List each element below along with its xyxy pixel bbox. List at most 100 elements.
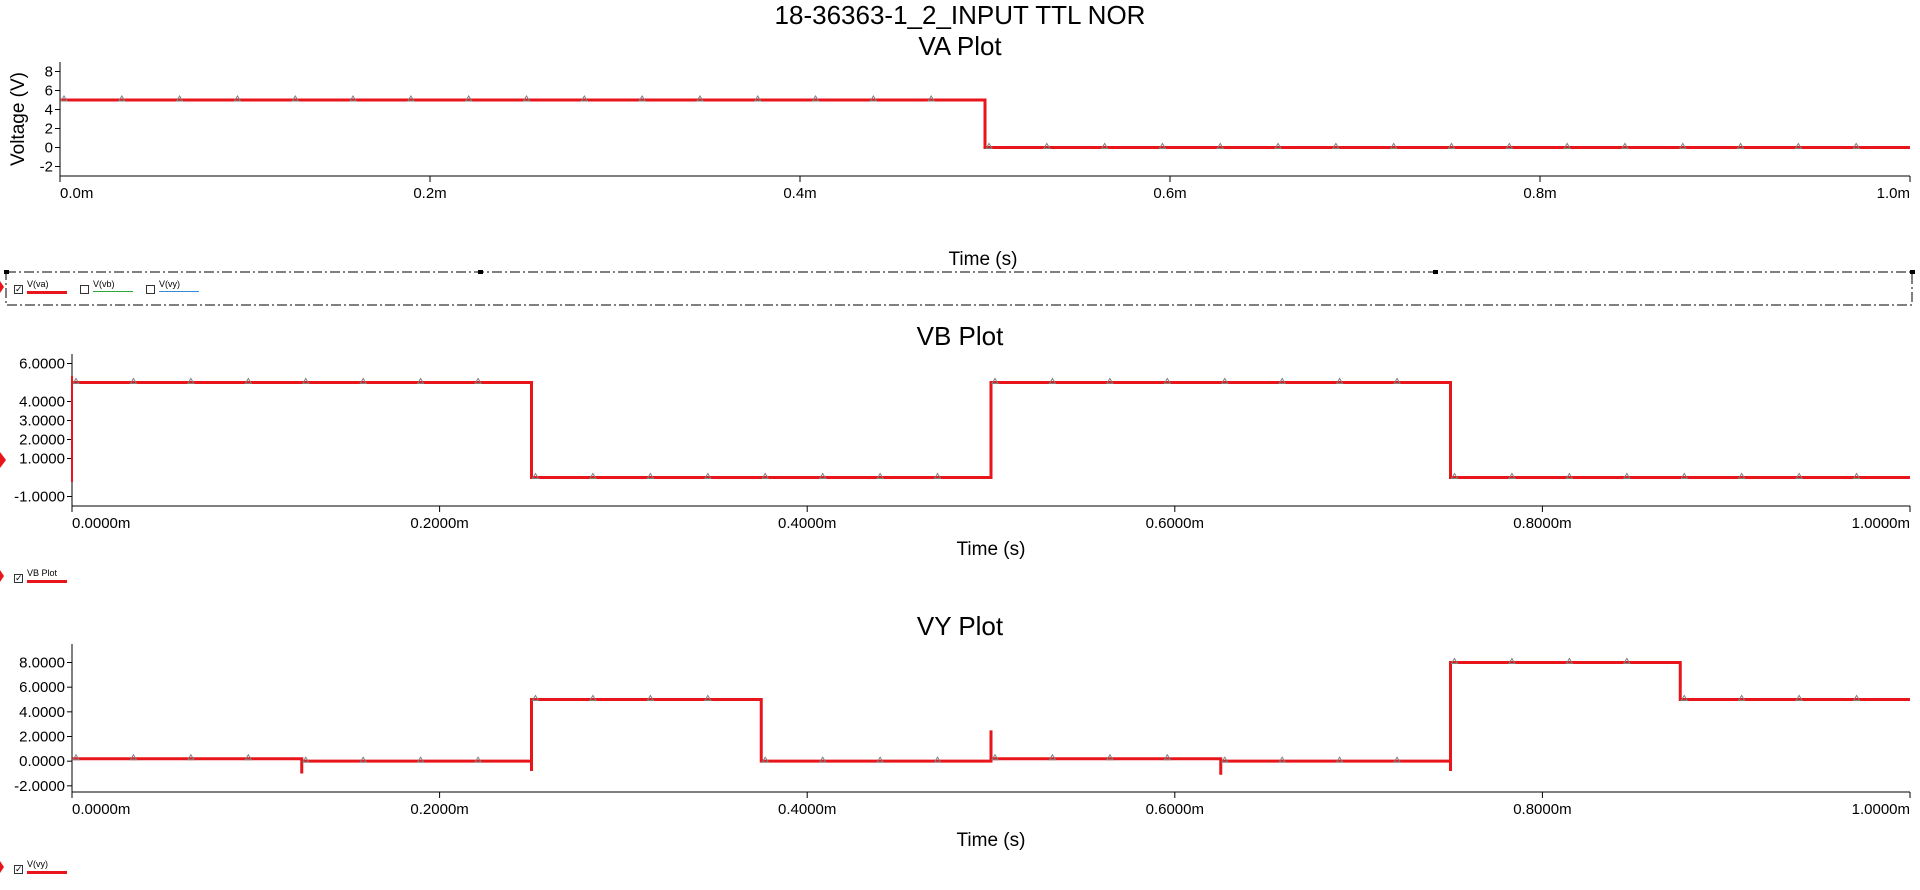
va-data-marker [291, 95, 300, 102]
va-data-marker [1042, 142, 1051, 149]
cursor-marker-icon [0, 281, 4, 293]
vb-data-marker [1450, 472, 1459, 479]
va-x-tick-label: 0.2m [413, 185, 446, 202]
vb-x-label: Time (s) [957, 539, 1026, 560]
vy-data-marker [1508, 657, 1516, 664]
va-x-tick-label: 0.0m [60, 185, 93, 202]
vy-data-marker [1852, 694, 1861, 701]
va-plot: VA Plot -2 0 2 4 6 8 0.0m 0.2m 0.4m 0.6m 0.8m 1.0m Ti… [8, 31, 1911, 270]
vb-y-tick-label: 3.0000 [19, 413, 65, 430]
vb-data-marker [933, 472, 942, 479]
vy-series-line [72, 661, 1910, 775]
resize-handle [1910, 270, 1915, 274]
va-data-marker [1678, 142, 1687, 149]
va-y-tick-label: 8 [45, 64, 53, 81]
vy-data-marker [1622, 657, 1631, 664]
legend-item-v-vy-[interactable]: V(vy) [146, 279, 206, 297]
legend-swatch [27, 291, 67, 294]
va-y-tick-label: 4 [45, 102, 53, 119]
vy-data-marker [589, 694, 597, 701]
vb-title: VB Plot [917, 321, 1004, 351]
va-data-marker [927, 95, 936, 102]
va-x-tick-label: 0.8m [1523, 185, 1556, 202]
va-data-marker [175, 95, 184, 102]
vy-x-tick-label: 1.0000m [1852, 801, 1910, 818]
va-y-tick-label: -2 [40, 159, 53, 176]
vb-data-marker [1163, 377, 1172, 384]
cursor-marker-icon [0, 570, 4, 582]
vy-data-marker [818, 756, 827, 763]
va-data-marker [1100, 142, 1109, 149]
cursor-marker-icon [0, 452, 6, 468]
va-x-label: Time (s) [949, 249, 1018, 270]
vb-data-marker [1737, 472, 1746, 479]
legend-label: V(vy) [159, 279, 180, 289]
vb-data-marker [359, 377, 368, 384]
va-data-marker [638, 95, 647, 102]
va-data-marker [869, 95, 878, 102]
vb-data-marker [1565, 472, 1574, 479]
legend-swatch [27, 580, 67, 583]
va-title: VA Plot [918, 31, 1002, 61]
va-data-marker [1331, 142, 1340, 149]
va-data-marker [985, 142, 993, 149]
va-data-marker [1736, 142, 1745, 149]
va-data-marker [522, 95, 531, 102]
va-data-marker [811, 95, 820, 102]
va-data-marker [1216, 142, 1225, 149]
vy-x-tick-label: 0.8000m [1513, 801, 1571, 818]
legend-item-v-vb-[interactable]: V(vb) [80, 279, 140, 297]
vy-data-marker [72, 753, 80, 761]
legend-item-vb-plot[interactable]: VB Plot [14, 568, 74, 586]
vb-data-marker [72, 377, 80, 384]
vb-data-marker [301, 377, 310, 384]
vb-data-marker [646, 472, 655, 479]
vy-data-marker [1795, 694, 1804, 701]
vb-data-marker [1622, 472, 1631, 479]
vy-data-marker [1278, 756, 1287, 763]
vb-data-marker [589, 472, 597, 479]
vy-data-marker [1220, 756, 1229, 763]
vy-data-marker [244, 753, 253, 761]
legend-checkbox[interactable] [14, 865, 23, 874]
page-title: 18-36363-1_2_INPUT TTL NOR [774, 0, 1146, 30]
vb-data-marker [1852, 472, 1861, 479]
va-y-tick-label: 2 [45, 121, 53, 138]
legend-label: VB Plot [27, 568, 58, 578]
legend-checkbox[interactable] [146, 285, 155, 294]
va-data-marker [1389, 142, 1398, 149]
vy-y-tick-label: 0.0000 [19, 753, 65, 770]
vb-data-marker [818, 472, 827, 479]
vb-y-tick-label: 1.0000 [19, 451, 65, 468]
va-data-marker [60, 95, 68, 102]
vy-data-marker [1163, 753, 1172, 761]
legend-swatch [93, 291, 133, 292]
vb-data-marker [761, 472, 770, 479]
vy-data-marker [129, 753, 138, 761]
vb-data-marker [703, 472, 712, 479]
vy-data-marker [1335, 756, 1344, 763]
vb-data-marker [531, 472, 540, 479]
vb-data-marker [1048, 377, 1057, 384]
va-y-tick-label: 6 [45, 83, 53, 100]
vb-data-marker [129, 377, 138, 384]
cursor-marker-icon [0, 861, 4, 873]
vb-series-line [72, 381, 1910, 479]
legend-item-v-va-[interactable]: V(va) [14, 279, 74, 297]
va-legend-frame [5, 271, 1913, 306]
va-data-marker [464, 95, 473, 102]
vb-data-marker [1335, 377, 1344, 384]
legend-checkbox[interactable] [14, 285, 23, 294]
vy-data-marker [876, 756, 885, 763]
va-data-marker [580, 95, 589, 102]
legend-item-v-vy-[interactable]: V(vy) [14, 859, 74, 877]
va-y-label: Voltage (V) [8, 72, 29, 166]
va-x-tick-label: 0.6m [1153, 185, 1186, 202]
resize-handle [4, 270, 9, 274]
legend-checkbox[interactable] [80, 285, 89, 294]
vb-plot: VB Plot -1.0000 1.0000 2.0000 3.0000 4.0000 6.… [14, 321, 1911, 560]
vy-y-tick-label: 4.0000 [19, 704, 65, 721]
legend-swatch [159, 291, 199, 292]
legend-checkbox[interactable] [14, 574, 23, 583]
